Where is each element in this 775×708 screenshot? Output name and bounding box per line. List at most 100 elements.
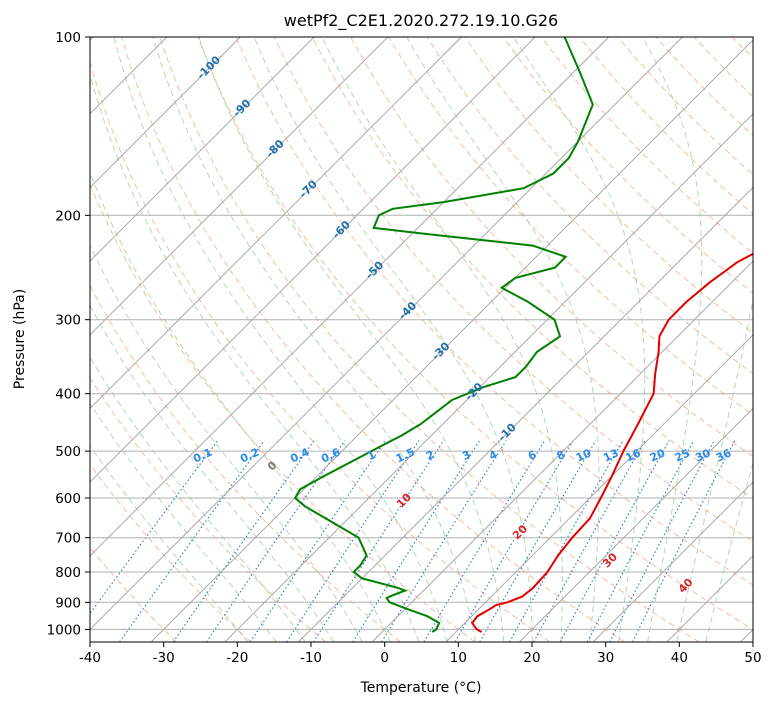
dry-adiabat <box>311 37 753 500</box>
dry-adiabat <box>197 37 753 630</box>
isotherm-label: -90 <box>230 96 253 119</box>
plot-frame <box>89 36 754 643</box>
isotherm <box>90 37 536 483</box>
isotherm-gridlines <box>90 37 753 642</box>
moist-adiabat-label: 0 <box>265 458 280 473</box>
y-tick-label: 700 <box>55 531 81 547</box>
moist-adiabat <box>321 37 563 642</box>
moist-adiabat-labels: 0 10 20 30 40 <box>265 458 696 595</box>
moist-adiabat <box>641 37 703 642</box>
moist-adiabat <box>90 445 248 642</box>
isotherm <box>740 628 753 642</box>
mixing-ratio-label: 2 <box>424 448 436 463</box>
x-tick-label: -40 <box>79 650 101 666</box>
dry-adiabat <box>350 37 753 458</box>
temperature-line <box>470 252 753 633</box>
x-tick-label: 0 <box>380 650 389 666</box>
dry-adiabat <box>273 37 753 543</box>
moist-adiabat <box>676 296 753 642</box>
mixing-ratio-label: 16 <box>624 446 644 464</box>
isotherm-label: -50 <box>363 258 386 281</box>
isotherm-label: -100 <box>194 53 223 82</box>
mixing-ratio-label: 8 <box>555 448 567 463</box>
dry-adiabat <box>90 463 252 642</box>
moist-adiabat <box>90 304 335 642</box>
x-axis-ticks: -40 -30 -20 -10 0 10 20 30 40 50 <box>79 642 762 666</box>
isotherm <box>90 37 241 189</box>
x-tick-label: -20 <box>226 650 248 666</box>
mixing-ratio-line <box>632 440 736 642</box>
isotherm <box>90 37 315 262</box>
dry-adiabat <box>541 37 753 254</box>
y-tick-label: 600 <box>55 491 81 507</box>
mixing-ratio-line <box>559 440 670 642</box>
dry-adiabat <box>617 37 753 176</box>
moist-adiabat <box>198 37 505 642</box>
mixing-ratio-line <box>381 440 507 642</box>
y-axis-label: Pressure (hPa) <box>12 289 28 389</box>
y-tick-label: 400 <box>55 387 81 403</box>
mixing-ratio-line <box>172 440 315 642</box>
isotherm-label: -40 <box>396 299 419 322</box>
dry-adiabat <box>159 37 700 642</box>
mixing-ratio-label: 0.2 <box>238 446 261 466</box>
y-axis-ticks: 100 200 300 400 500 600 700 800 900 1000 <box>47 30 90 638</box>
isobar-gridlines <box>90 37 753 630</box>
y-tick-label: 1000 <box>47 622 81 638</box>
dry-adiabat <box>693 37 753 98</box>
x-tick-label: 50 <box>744 650 761 666</box>
y-tick-label: 900 <box>55 595 81 611</box>
isotherm-label: -80 <box>264 137 287 160</box>
mixing-ratio-line <box>423 440 546 642</box>
plot-area: -100-90-80-70-60-50-40-30-20-10 0.1 0.2 0.… <box>90 37 753 642</box>
y-tick-label: 200 <box>55 208 81 224</box>
moist-adiabat <box>90 402 277 642</box>
moist-adiabat-label: 30 <box>600 550 620 570</box>
y-tick-label: 500 <box>55 444 81 460</box>
isotherm-label: -20 <box>462 380 485 403</box>
mixing-ratio-line <box>479 440 597 642</box>
mixing-ratio-label: 1 <box>365 448 377 463</box>
y-tick-label: 800 <box>55 565 81 581</box>
isotherm <box>445 334 753 642</box>
isotherm <box>224 113 753 642</box>
isotherm <box>519 407 753 642</box>
mixing-ratio-line <box>286 440 420 642</box>
moist-adiabat <box>90 356 306 642</box>
mixing-ratio-label: 30 <box>693 446 713 464</box>
mixing-ratio-label: 0.6 <box>319 445 342 465</box>
dewpoint-line <box>293 37 594 633</box>
mixing-ratio-label: 4 <box>487 448 500 463</box>
mixing-ratio-label: 25 <box>673 446 692 464</box>
mixing-ratio-line <box>313 440 445 642</box>
moist-adiabat-label: 40 <box>676 575 696 595</box>
dry-adiabat <box>502 37 753 294</box>
isotherm <box>90 37 389 336</box>
isotherm <box>371 260 753 642</box>
dry-adiabats <box>90 37 753 642</box>
chart-title: wetPf2_C2E1.2020.272.19.10.G26 <box>284 11 558 31</box>
mixing-ratio-line <box>352 440 481 642</box>
isotherm <box>90 37 610 557</box>
x-tick-label: 40 <box>671 650 688 666</box>
x-tick-label: 30 <box>597 650 614 666</box>
isotherm-label: -60 <box>330 218 353 241</box>
isotherm <box>592 481 753 642</box>
mixing-ratio-line <box>533 440 646 642</box>
dry-adiabat <box>655 37 753 137</box>
isotherm-label: -30 <box>429 339 452 362</box>
moist-adiabat <box>113 37 448 642</box>
mixing-ratio-line <box>90 440 219 615</box>
dry-adiabat <box>235 37 753 586</box>
mixing-ratio-label: 20 <box>648 446 668 464</box>
x-tick-label: -30 <box>153 650 175 666</box>
moist-adiabat <box>253 37 533 642</box>
dry-adiabat <box>90 182 476 642</box>
x-tick-label: 20 <box>523 650 540 666</box>
isotherm <box>90 37 462 410</box>
y-tick-label: 100 <box>55 30 81 46</box>
isotherm <box>150 39 753 642</box>
mixing-ratio-line <box>119 440 265 642</box>
mixing-ratio-line <box>454 440 574 642</box>
